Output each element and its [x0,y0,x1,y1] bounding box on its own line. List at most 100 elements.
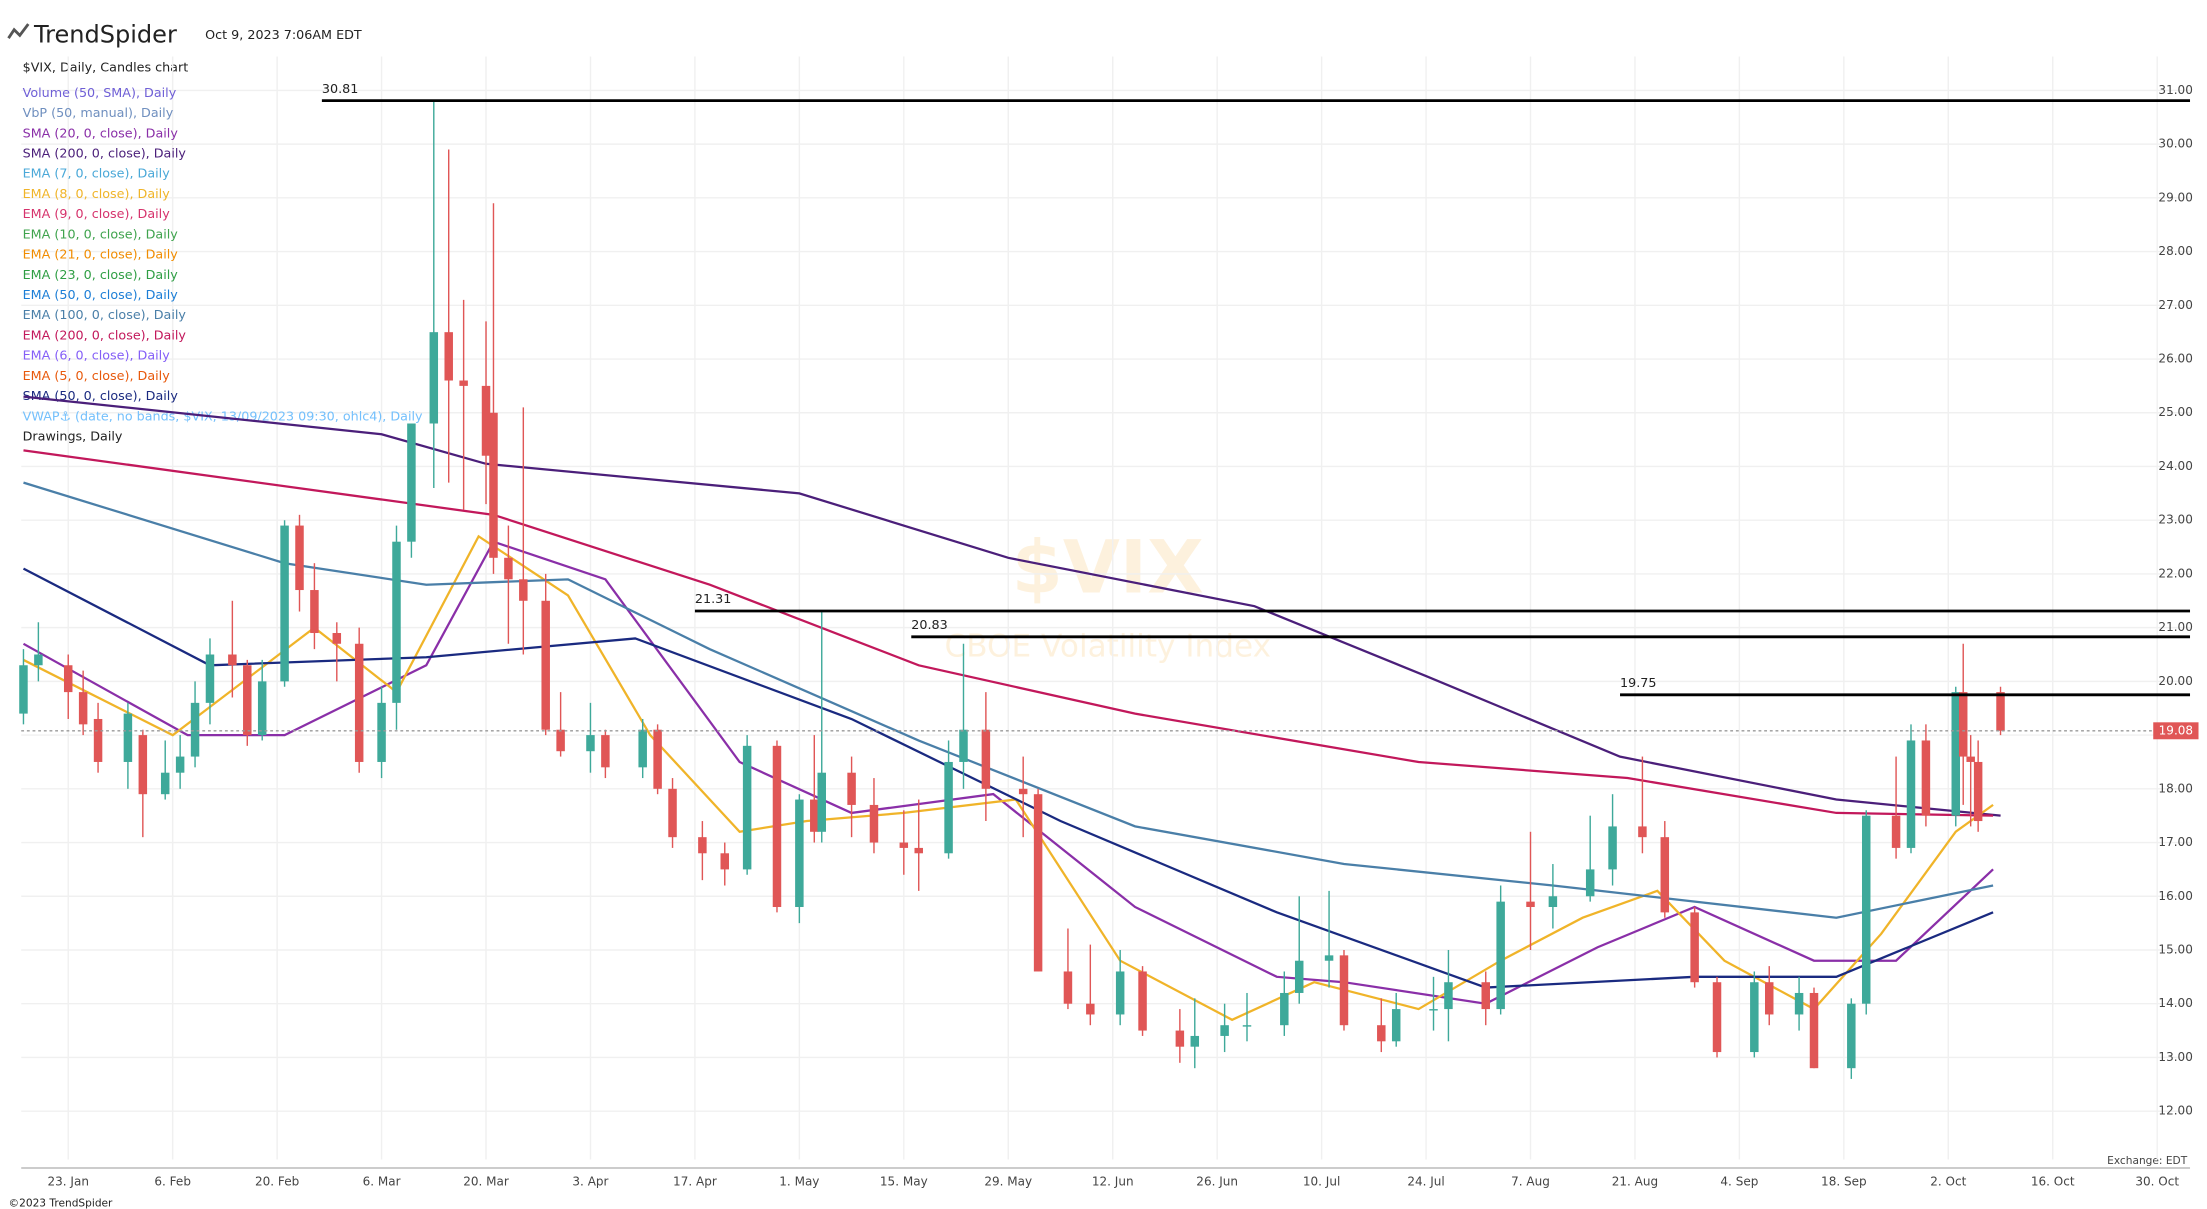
x-tick-label: 26. Jun [1196,1175,1238,1189]
legend-entry: SMA (20, 0, close), Daily [23,125,179,140]
candle-body [1847,1003,1856,1069]
candle-body [1280,992,1289,1026]
candle-body [1033,794,1043,972]
copyright: ©2023 TrendSpider [8,1197,113,1209]
candle-body [817,772,826,832]
x-tick-label: 4. Sep [1720,1175,1758,1189]
candle-body [1861,815,1871,1004]
candle-body [1526,901,1535,908]
y-tick-label: 22.00 [2158,566,2192,580]
x-tick-label: 17. Apr [673,1175,717,1189]
candle-body [1220,1025,1229,1036]
y-tick-label: 21.00 [2158,620,2192,634]
indicator-line [22,540,1994,1005]
candle-body [653,729,662,789]
candle-body [1906,740,1916,848]
x-tick-label: 6. Mar [363,1175,401,1189]
y-tick-label: 15.00 [2158,942,2192,956]
legend-entry: SMA (50, 0, close), Daily [23,388,179,403]
candle-body [1242,1025,1252,1027]
candle-body [123,713,133,762]
candle-body [504,557,513,580]
legend-entry: EMA (7, 0, close), Daily [23,166,171,181]
y-tick-label: 14.00 [2158,996,2192,1010]
y-tick-label: 26.00 [2158,352,2192,366]
legend-entry: SMA (200, 0, close), Daily [23,145,187,160]
x-tick-label: 6. Feb [154,1175,191,1189]
x-tick-label: 21. Aug [1612,1175,1658,1189]
exchange-note: Exchange: EDT [2107,1155,2188,1167]
y-tick-label: 23.00 [2158,513,2192,527]
candle-body [1951,692,1961,816]
candle-body [78,692,88,725]
x-tick-label: 12. Jun [1092,1175,1134,1189]
candle-body [981,729,991,789]
candle-body [138,735,148,795]
x-tick-label: 20. Feb [255,1175,299,1189]
indicator-line [23,449,1994,817]
candle-body [1996,692,2005,731]
legend-entry: EMA (10, 0, close), Daily [23,226,179,241]
candle-body [1966,756,1975,762]
candle-body [1063,971,1073,1004]
legend-entry: EMA (200, 0, close), Daily [23,327,187,342]
x-tick-label: 16. Oct [2031,1175,2075,1189]
candle-body [847,772,856,805]
candle-body [444,332,453,381]
candle-body [1377,1025,1386,1042]
candle-body [1324,955,1334,961]
candle-body [1429,1009,1438,1011]
y-tick-label: 16.00 [2158,889,2192,903]
candle-body [586,735,595,752]
candle-body [638,729,647,768]
candle-body [668,788,677,838]
candle-body [1608,826,1617,870]
candles [19,101,2005,1079]
y-tick-label: 27.00 [2158,298,2192,312]
x-tick-label: 1. May [779,1175,819,1189]
level-label: 20.83 [911,617,947,632]
timestamp: Oct 9, 2023 7:06AM EDT [205,27,362,42]
y-tick-label: 28.00 [2158,244,2192,258]
candle-body [1294,960,1304,993]
candle-body [541,600,550,730]
candle-body [810,799,819,832]
logo-icon [7,23,30,39]
candle-body [1444,982,1453,1010]
candle-body [1548,896,1558,908]
candle-body [1891,815,1901,848]
legend-entry: EMA (50, 0, close), Daily [23,287,179,302]
candle-body [1690,912,1699,983]
candle-body [489,412,498,558]
indicator-line [22,567,1994,989]
candle-body [795,799,804,908]
candle-body [1175,1030,1185,1047]
y-tick-label: 18.00 [2158,781,2192,795]
candle-body [392,541,401,703]
candle-body [556,729,565,752]
candle-body [1391,1009,1401,1042]
y-tick-label: 20.00 [2158,674,2192,688]
candle-body [1585,869,1595,897]
legend-entry: EMA (6, 0, close), Daily [23,348,171,363]
y-tick-label: 25.00 [2158,405,2192,419]
candle-body [1115,971,1125,1015]
candle-body [1138,971,1147,1031]
y-tick-label: 13.00 [2158,1050,2192,1064]
candle-body [1921,740,1931,816]
y-tick-label: 17.00 [2158,835,2192,849]
level-label: 19.75 [1620,675,1656,690]
y-tick-label: 12.00 [2158,1104,2192,1118]
candle-body [228,654,237,666]
x-tick-label: 3. Apr [572,1175,608,1189]
candle-body [63,665,73,693]
candle-body [1712,982,1722,1053]
candle-body [295,525,304,591]
x-tick-label: 29. May [984,1175,1032,1189]
x-tick-label: 15. May [880,1175,928,1189]
candle-body [601,735,610,768]
x-tick-label: 7. Aug [1511,1175,1550,1189]
legend-entry: Drawings, Daily [23,429,123,444]
watermark: $VIX [1012,526,1204,611]
candle-body [190,702,200,757]
